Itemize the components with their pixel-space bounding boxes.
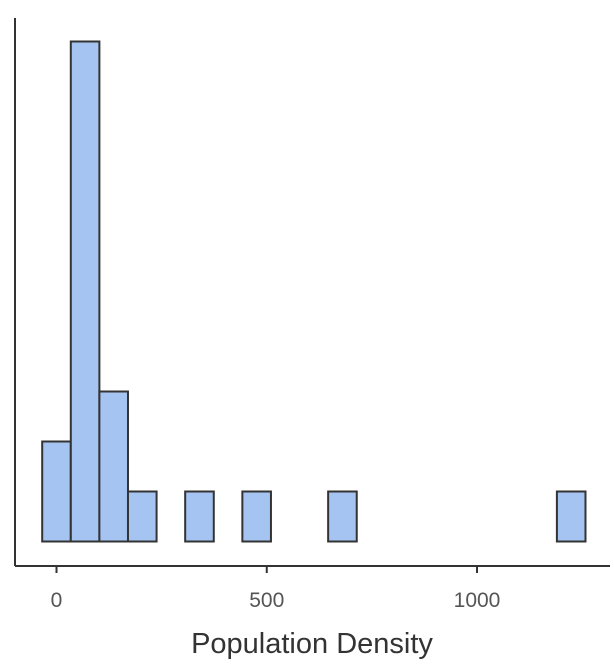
histogram-bar (184, 490, 215, 543)
x-tick-label: 500 (249, 589, 284, 612)
x-axis-ticks: 0 500 1000 (51, 566, 501, 612)
x-tick-label: 1000 (454, 589, 501, 612)
histogram-bar (98, 390, 129, 543)
x-tick-label: 0 (51, 589, 63, 612)
histogram-bars (41, 40, 587, 543)
histogram-bar (555, 490, 587, 543)
histogram-bar (241, 490, 272, 543)
histogram-bar (69, 40, 101, 543)
histogram-bar (126, 490, 158, 543)
histogram-bar (327, 490, 358, 543)
histogram-bar (41, 440, 72, 543)
x-axis-title: Population Density (191, 628, 433, 660)
